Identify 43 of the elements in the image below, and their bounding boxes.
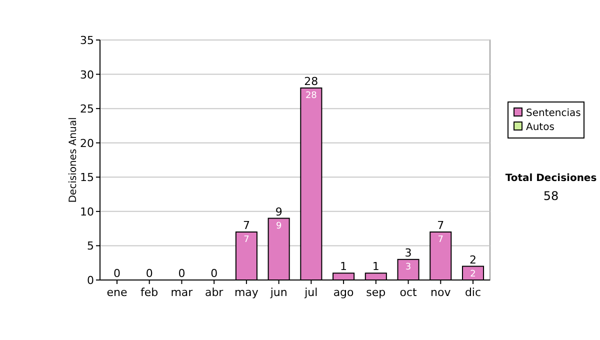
y-tick-label: 35 — [80, 34, 94, 47]
y-tick-label: 5 — [87, 240, 94, 253]
x-tick-label: may — [234, 286, 259, 299]
y-tick-label: 30 — [80, 68, 94, 82]
y-axis-title: Decisiones Anual — [68, 117, 79, 203]
x-tick-label: mar — [170, 286, 194, 299]
x-tick-label: oct — [400, 286, 418, 299]
data-label: 7 — [438, 235, 444, 245]
y-tick-label: 25 — [80, 102, 94, 116]
total-label: 7 — [437, 219, 444, 232]
data-label: 9 — [276, 221, 282, 232]
total-label: 9 — [275, 205, 282, 218]
total-label: 7 — [242, 219, 250, 232]
x-tick-label: sep — [366, 286, 386, 299]
total-label: 2 — [470, 253, 477, 266]
x-tick-label: dic — [464, 286, 482, 299]
x-tick-label: jul — [304, 286, 318, 299]
total-label: 3 — [404, 246, 412, 260]
x-tick-label: ene — [106, 286, 128, 299]
total-label: 1 — [340, 260, 348, 274]
data-label: 3 — [405, 262, 412, 272]
y-tick-label: 15 — [80, 171, 94, 184]
data-label: 7 — [244, 235, 250, 245]
legend-label: Sentencias — [526, 108, 581, 119]
total-label: 0 — [146, 267, 153, 280]
y-tick-label: 10 — [80, 205, 94, 218]
x-tick-label: feb — [140, 286, 158, 299]
y-tick-label: 20 — [80, 136, 94, 150]
text: 58 — [543, 189, 559, 203]
data-label: 2 — [470, 269, 476, 280]
total-label: 0 — [210, 267, 218, 280]
data-label: 28 — [305, 91, 318, 101]
total-label: 0 — [113, 267, 120, 280]
total-label: 0 — [178, 267, 186, 280]
legend-label: Autos — [526, 122, 554, 133]
total-label: 1 — [372, 260, 380, 274]
x-tick-label: ago — [333, 286, 354, 299]
x-tick-label: nov — [430, 286, 452, 299]
y-tick-label: 0 — [87, 274, 94, 287]
total-label: 28 — [304, 75, 318, 88]
text: Total Decisiones — [505, 173, 597, 184]
x-tick-label: jun — [269, 286, 288, 299]
x-tick-label: abr — [204, 286, 224, 299]
